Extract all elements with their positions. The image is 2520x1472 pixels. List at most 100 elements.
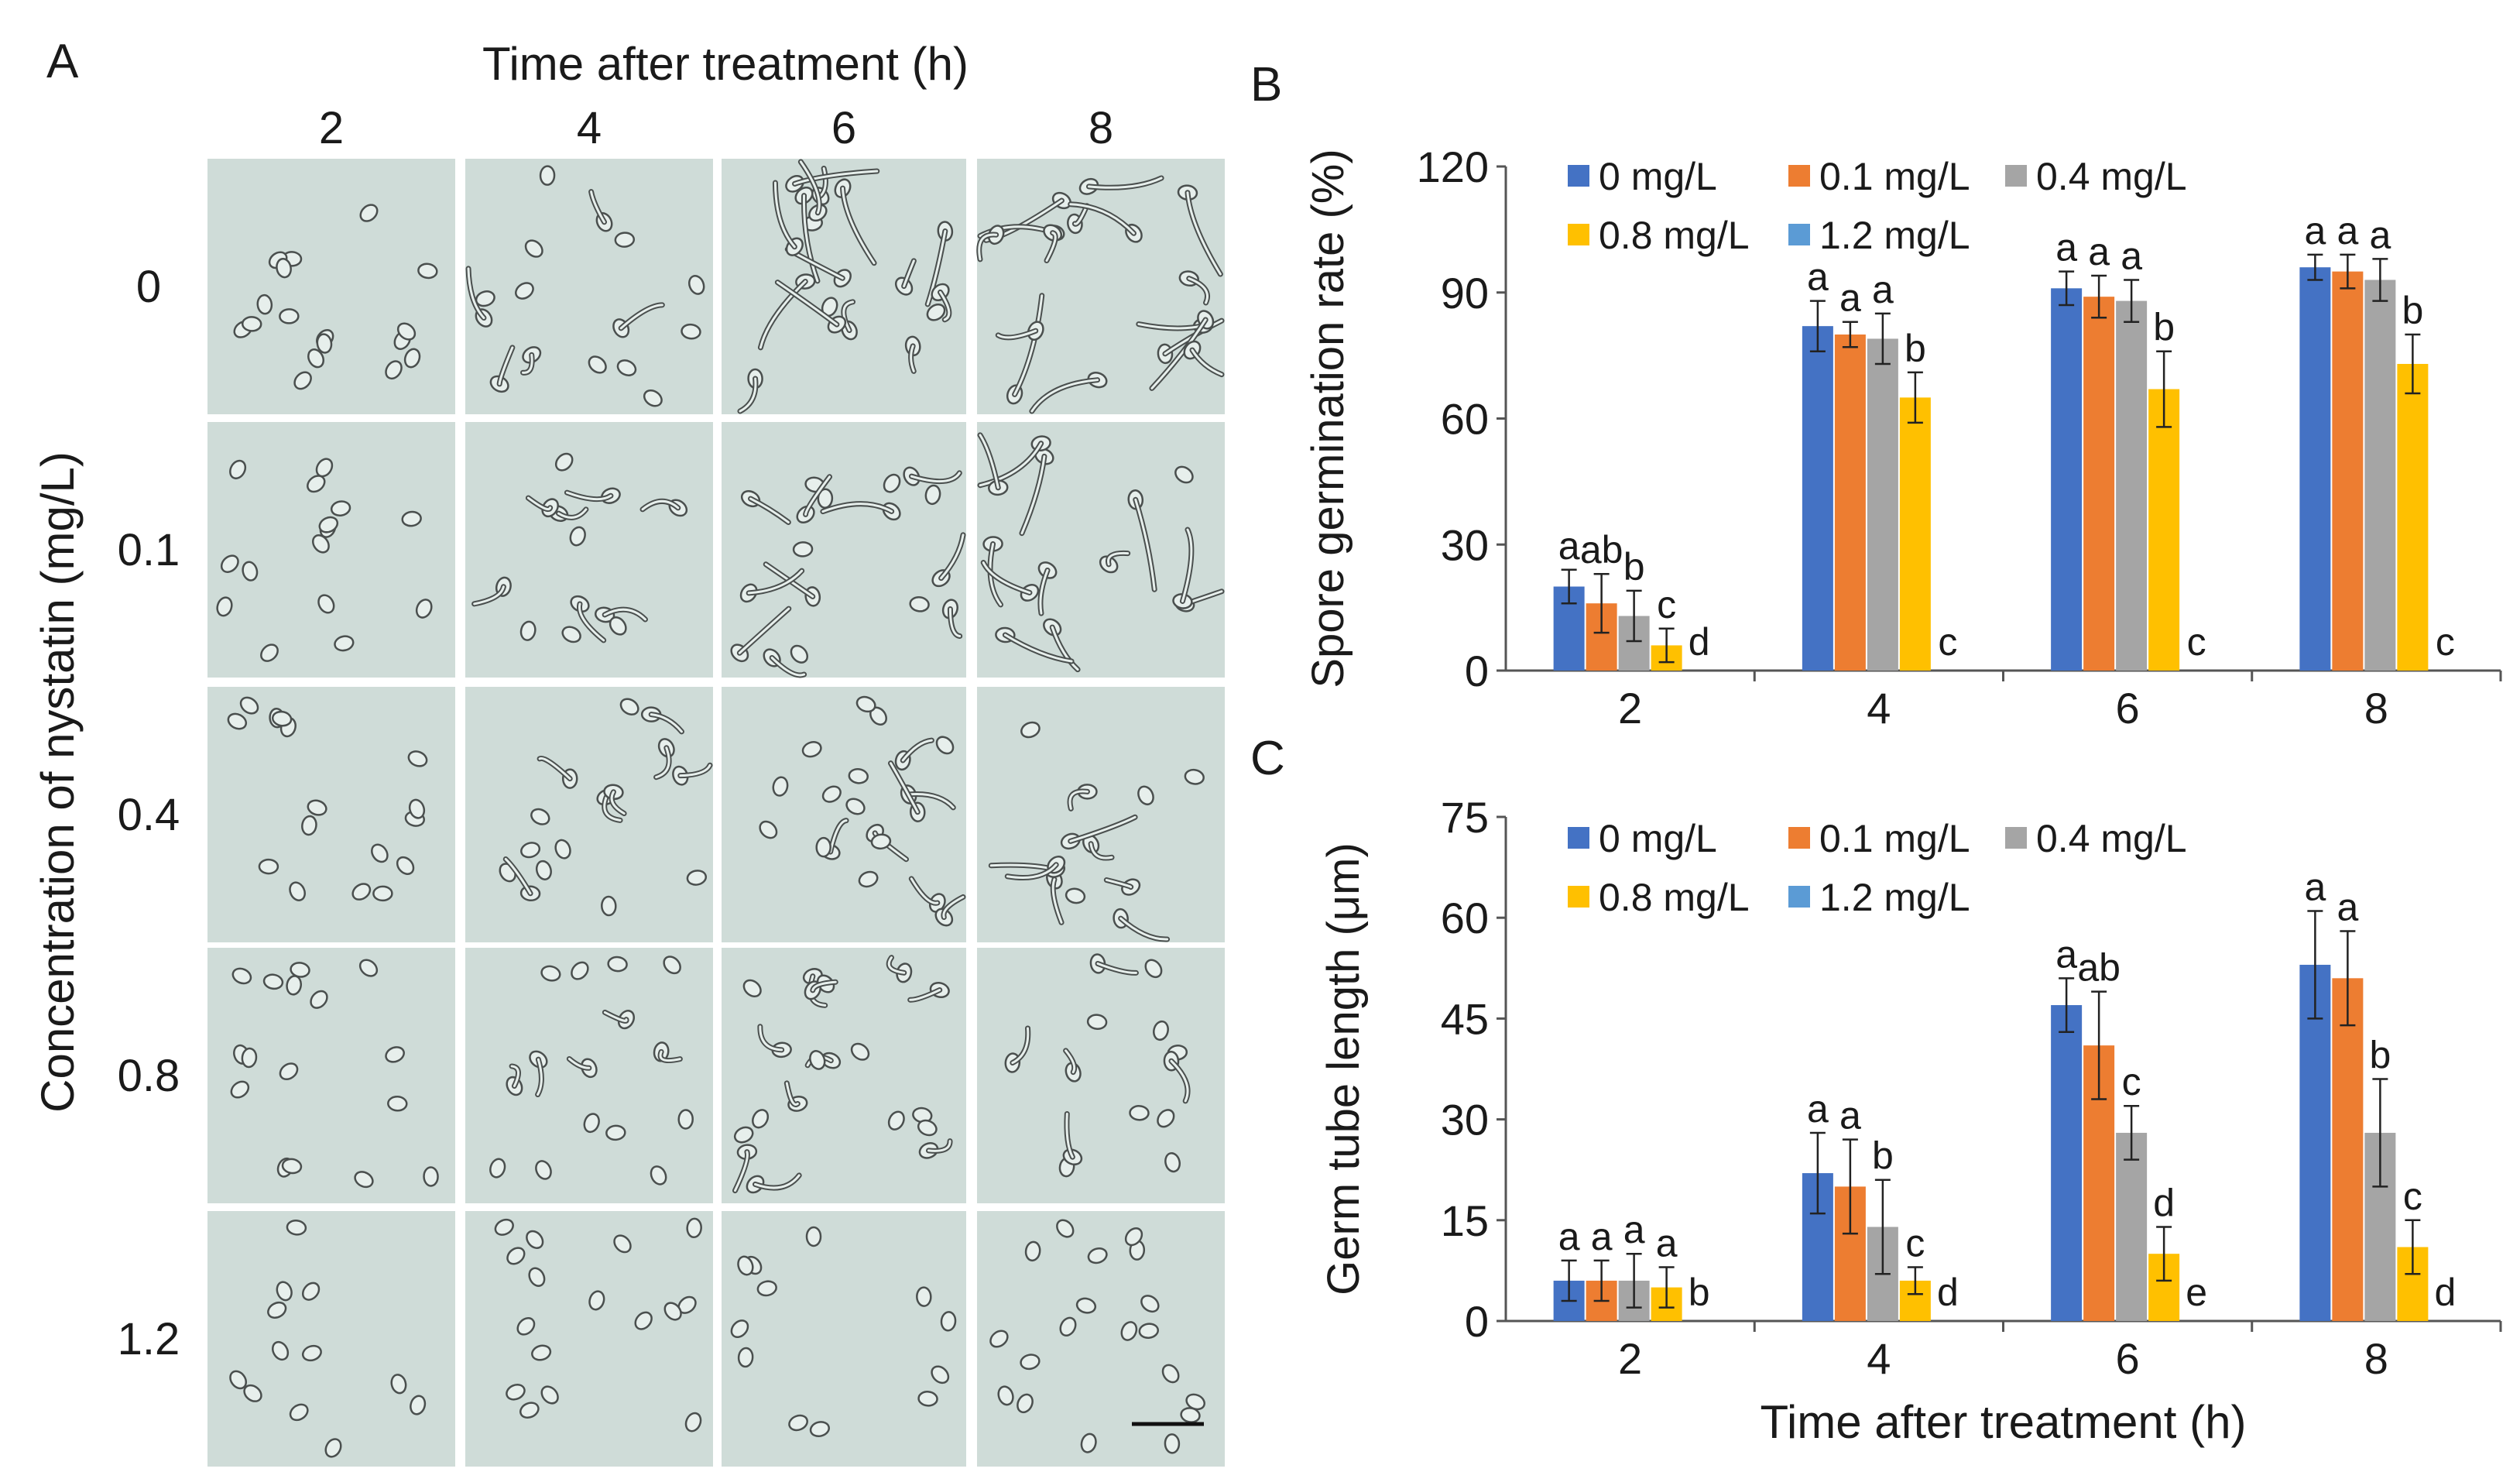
spore-shape: [528, 1267, 546, 1287]
spore-shape: [279, 1062, 299, 1081]
spore-shape: [855, 695, 876, 713]
significance-letter: c: [2403, 1175, 2422, 1218]
spore-shape: [396, 322, 417, 341]
spore-shape: [231, 967, 252, 985]
x-tick-label: 2: [1618, 684, 1642, 733]
micrograph-cell: [207, 948, 455, 1203]
spore-shape: [494, 1218, 514, 1236]
spore-shape: [316, 333, 333, 354]
micrograph-cell: [977, 948, 1225, 1203]
significance-letter: b: [1872, 1134, 1894, 1178]
spore-shape: [258, 858, 279, 875]
significance-letter: a: [1807, 1087, 1829, 1131]
y-tick-label: 0: [1465, 647, 1489, 695]
spore-shape: [1124, 1227, 1143, 1247]
legend-swatch: [1788, 224, 1810, 245]
legend-entry: 0.1 mg/L: [1819, 817, 1970, 860]
spore-shape: [272, 1340, 290, 1361]
spore-shape: [1144, 959, 1163, 979]
spore-shape: [1137, 785, 1154, 806]
spore-shape: [686, 870, 708, 886]
legend-entry: 0.4 mg/L: [2036, 817, 2187, 860]
micrograph-cell: [976, 159, 1225, 414]
micrograph-cell: [207, 422, 455, 678]
spore-shape: [307, 475, 326, 493]
spore-shape: [788, 1414, 808, 1432]
y-axis-label: Spore germination rate (%): [1303, 149, 1353, 688]
spore-shape: [619, 698, 639, 715]
spore-shape: [330, 500, 351, 516]
bar: [1899, 397, 1931, 671]
significance-letter: c: [2122, 1060, 2141, 1103]
spore-shape: [519, 1402, 540, 1419]
y-tick-label: 0: [1465, 1297, 1489, 1346]
legend-entry: 1.2 mg/L: [1819, 876, 1970, 919]
spore-shape: [279, 308, 300, 324]
y-tick-label: 15: [1441, 1196, 1489, 1245]
spore-shape: [997, 1385, 1014, 1406]
spore-shape: [1174, 465, 1194, 484]
significance-letter: c: [2187, 620, 2206, 664]
significance-letter: c: [1905, 1222, 1925, 1265]
spore-shape: [752, 1109, 770, 1129]
spore-shape: [241, 316, 262, 332]
spore-shape: [506, 1383, 526, 1401]
bar: [2116, 300, 2148, 671]
spore-shape: [301, 815, 317, 836]
spore-shape: [506, 1247, 526, 1265]
spore-shape: [385, 360, 403, 380]
spore-shape: [688, 275, 705, 295]
row-label: 0: [136, 262, 161, 312]
bar: [1867, 338, 1898, 671]
legend-entry: 0.8 mg/L: [1599, 214, 1750, 257]
bar: [2364, 280, 2396, 671]
bar: [2332, 978, 2364, 1321]
panel-label-a: A: [46, 35, 79, 88]
spore-shape: [239, 696, 259, 715]
spore-shape: [489, 1158, 506, 1179]
row-label: 0.8: [118, 1051, 180, 1101]
spore-shape: [792, 541, 814, 558]
micrograph-cell: [722, 159, 966, 414]
spore-shape: [318, 516, 339, 534]
significance-letter: a: [2369, 213, 2391, 256]
spore-shape: [286, 1219, 307, 1236]
spore-shape: [569, 526, 586, 547]
spore-shape: [1157, 1109, 1175, 1128]
spore-shape: [1059, 1316, 1077, 1337]
spore-shape: [686, 1217, 702, 1239]
spore-shape: [616, 359, 637, 376]
spore-shape: [531, 1344, 552, 1361]
legend-swatch: [1568, 827, 1589, 849]
bar: [2299, 267, 2331, 671]
significance-letter: a: [1558, 1215, 1580, 1258]
spore-shape: [334, 635, 355, 652]
spore-shape: [554, 452, 574, 472]
legend-entry: 0.1 mg/L: [1819, 155, 1970, 198]
micrograph-cell: [465, 1211, 713, 1467]
spore-shape: [289, 1403, 309, 1422]
spore-shape: [1075, 1297, 1097, 1314]
significance-letter: a: [1623, 1208, 1645, 1251]
spore-shape: [1129, 1105, 1150, 1121]
spore-shape: [1120, 1321, 1138, 1341]
spore-shape: [1017, 1393, 1034, 1414]
spore-shape: [730, 1319, 749, 1338]
x-tick-label: 4: [1867, 1334, 1891, 1383]
spore-shape: [940, 1311, 957, 1332]
chart-germ-tube-length: 0 15 30 45 60 75 Germ tube length (μm) Time aft…: [1318, 793, 2502, 1448]
spore-shape: [609, 616, 627, 636]
spore-shape: [588, 355, 607, 374]
bar: [2332, 271, 2364, 671]
significance-letter: c: [2436, 620, 2455, 664]
row-label: 1.2: [118, 1314, 180, 1364]
y-tick-label: 120: [1417, 142, 1489, 191]
spore-shape: [317, 594, 335, 614]
row-label: 0.1: [118, 525, 180, 575]
bar: [2051, 288, 2083, 671]
spore-shape: [524, 239, 543, 258]
significance-letter: a: [1839, 276, 1861, 320]
spore-shape: [515, 282, 534, 300]
spore-shape: [403, 348, 421, 369]
